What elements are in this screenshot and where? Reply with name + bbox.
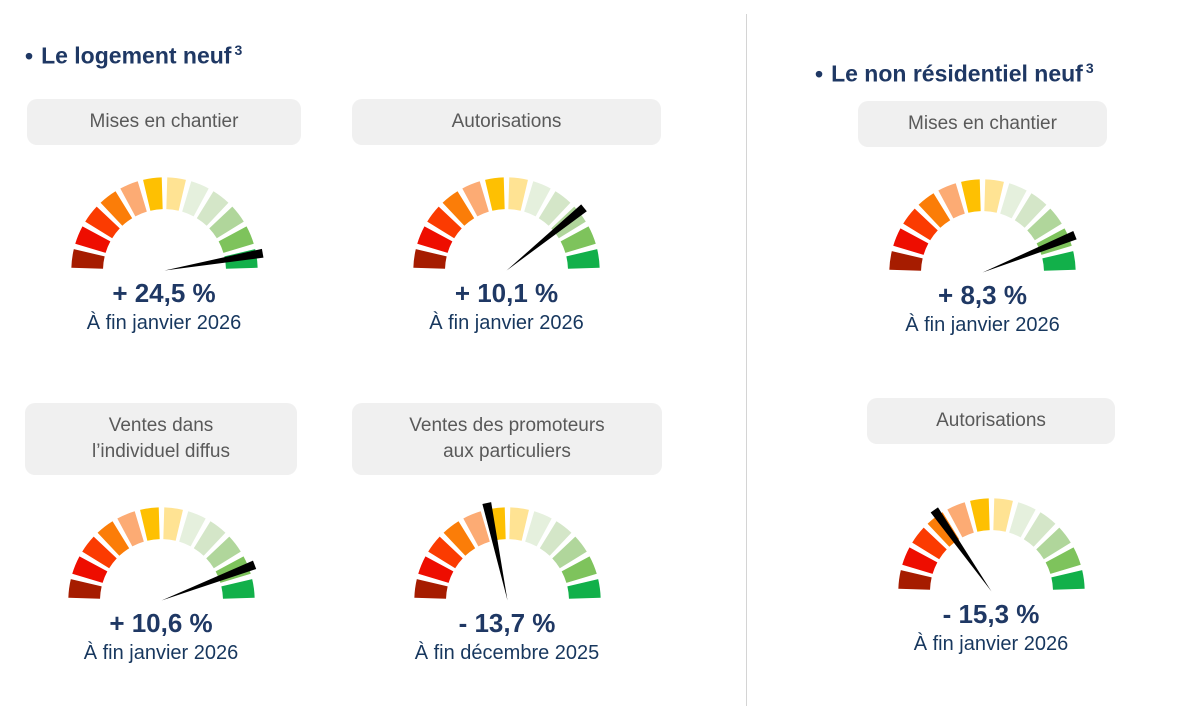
gauge-chart	[413, 502, 601, 601]
footnote-marker: 3	[234, 42, 243, 58]
gauge-value: + 10,6 %	[109, 608, 213, 639]
panel-logement-autorisations: Autorisations + 10,1 % À fin janvier 202…	[352, 99, 661, 335]
indicator-label: Autorisations	[352, 99, 661, 146]
gauge-value: - 13,7 %	[458, 608, 556, 639]
panel-nonres-autorisations: Autorisations - 15,3 % À fin janvier 202…	[867, 398, 1115, 656]
panel-nonres-mises-en-chantier: Mises en chantier + 8,3 % À fin janvier …	[858, 101, 1107, 337]
panel-logement-ventes-individuel-diffus: Ventes dans l’individuel diffus + 10,6 %…	[25, 403, 297, 665]
gauge-value: + 8,3 %	[938, 280, 1027, 311]
gauge-date: À fin décembre 2025	[414, 642, 600, 665]
section-title-non-residentiel-neuf: • Le non résidentiel neuf 3	[815, 60, 1094, 88]
gauge-value: + 10,1 %	[454, 278, 559, 309]
gauge-value: + 24,5 %	[112, 278, 216, 309]
indicator-label: Ventes dans l’individuel diffus	[25, 403, 297, 476]
panel-logement-mises-en-chantier: Mises en chantier + 24,5 % À fin janvier…	[27, 99, 301, 335]
panel-logement-ventes-promoteurs: Ventes des promoteurs aux particuliers -…	[352, 403, 662, 665]
gauge-date: À fin janvier 2026	[429, 312, 584, 335]
gauge-date: À fin janvier 2026	[86, 312, 242, 335]
section-divider	[746, 14, 747, 706]
section-title-text: Le logement neuf	[41, 42, 232, 69]
gauge-chart	[70, 177, 263, 271]
indicator-label: Mises en chantier	[858, 101, 1107, 148]
section-title-logement-neuf: • Le logement neuf 3	[25, 42, 242, 70]
gauge-chart	[897, 498, 1085, 592]
indicator-label: Ventes des promoteurs aux particuliers	[352, 403, 662, 476]
gauge-chart	[67, 507, 256, 601]
bullet-icon: •	[815, 60, 824, 87]
indicator-label: Autorisations	[867, 398, 1115, 445]
section-title-text: Le non résidentiel neuf	[831, 60, 1083, 87]
gauge-value: - 15,3 %	[942, 599, 1040, 630]
gauge-date: À fin janvier 2026	[905, 314, 1060, 337]
gauge-date: À fin janvier 2026	[83, 642, 239, 665]
bullet-icon: •	[25, 42, 34, 69]
gauge-date: À fin janvier 2026	[913, 633, 1069, 656]
footnote-marker: 3	[1085, 60, 1094, 76]
gauge-chart	[413, 177, 600, 271]
indicator-label: Mises en chantier	[27, 99, 301, 146]
gauge-chart	[889, 179, 1077, 273]
